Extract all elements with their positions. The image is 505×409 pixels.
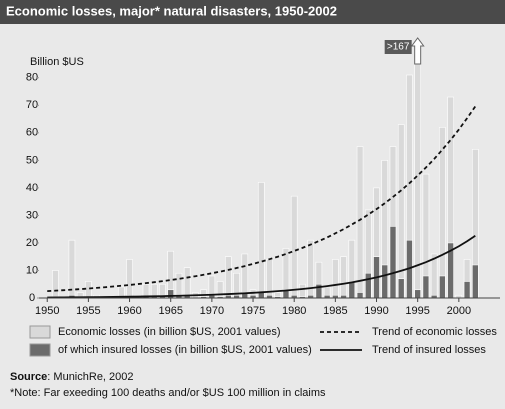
- value-label: >167: [387, 42, 410, 53]
- source-text: : MunichRe, 2002: [47, 371, 133, 383]
- bar: [389, 226, 397, 299]
- x-tick-label: 1965: [158, 305, 182, 317]
- x-tick-label: 1985: [323, 305, 347, 317]
- bar: [290, 195, 298, 299]
- y-tick-label: 20: [26, 237, 38, 249]
- x-tick-label: 1960: [117, 305, 141, 317]
- bar: [422, 275, 430, 299]
- source: Source: MunichRe, 2002: [10, 371, 134, 383]
- x-tick-label: 1955: [76, 305, 100, 317]
- y-tick-label: 60: [26, 127, 38, 139]
- trend-line: [47, 235, 476, 299]
- x-tick-label: 1995: [405, 305, 429, 317]
- overlay: 0 10 20 30 40 50 60 70 80 1950 1955 1960 1965 1970 197…: [26, 37, 500, 357]
- bar: [216, 281, 224, 299]
- y-tick-label: 70: [26, 99, 38, 111]
- bar: [381, 264, 389, 299]
- bar: [439, 275, 446, 299]
- bar: [85, 281, 92, 299]
- value-label-box: [384, 40, 412, 54]
- arrow: [410, 37, 425, 65]
- bar: [299, 283, 306, 299]
- chart-title: Economic losses, major* natural disaster…: [6, 3, 337, 18]
- plot-area: [47, 60, 479, 299]
- source-label: Source: [10, 371, 47, 383]
- y-tick-label: 80: [26, 72, 38, 84]
- bar: [241, 253, 249, 299]
- bar: [364, 272, 372, 299]
- x-tick-label: 1975: [241, 305, 265, 317]
- legend-label: Trend of insured losses: [372, 344, 486, 356]
- legend-label: of which insured losses (in billion $US,…: [58, 344, 312, 356]
- bar: [257, 182, 265, 299]
- bar: [126, 259, 133, 299]
- bar: [225, 256, 232, 299]
- x-tick-label: 1950: [35, 305, 59, 317]
- bar: [340, 256, 347, 299]
- bar: [430, 253, 438, 299]
- bar: [348, 281, 356, 299]
- bar: [175, 272, 183, 299]
- bar: [332, 259, 339, 299]
- bar: [397, 278, 405, 299]
- y-tick-label: 40: [26, 182, 38, 194]
- title-bar: [0, 0, 505, 24]
- bar: [472, 264, 479, 299]
- x-tick-label: 1980: [282, 305, 306, 317]
- bar: [414, 289, 421, 299]
- y-tick-label: 0: [29, 292, 35, 304]
- bar: [183, 267, 191, 299]
- bar: [356, 146, 364, 299]
- x-tick-label: 1990: [364, 305, 388, 317]
- legend-swatch: [29, 343, 51, 357]
- note: *Note: Far exeeding 100 deaths and/or $U…: [10, 387, 326, 399]
- trend-line: [47, 105, 477, 293]
- bar: [356, 292, 364, 299]
- x-tick-label: 1970: [200, 305, 224, 317]
- bar: [463, 281, 471, 299]
- legend-label: Economic losses (in billion $US, 2001 va…: [58, 326, 281, 338]
- y-tick-label: 50: [26, 154, 38, 166]
- y-axis-label: Billion $US: [30, 56, 84, 68]
- bar: [52, 270, 59, 299]
- x-tick-label: 2000: [447, 305, 471, 317]
- legend-swatch: [29, 325, 51, 339]
- y-tick-label: 10: [26, 264, 38, 276]
- bar: [307, 239, 314, 299]
- y-tick-label: 30: [26, 209, 38, 221]
- legend-label: Trend of economic losses: [372, 326, 497, 338]
